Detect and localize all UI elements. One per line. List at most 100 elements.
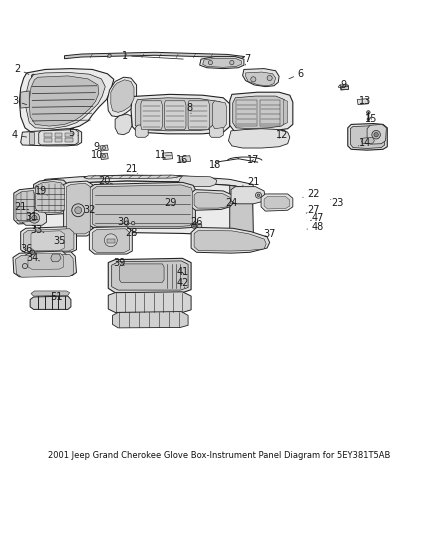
Polygon shape: [230, 185, 253, 236]
Polygon shape: [209, 124, 223, 138]
Text: 21: 21: [243, 177, 260, 188]
Polygon shape: [107, 77, 137, 117]
Polygon shape: [29, 132, 35, 144]
Text: 47: 47: [311, 213, 324, 223]
Polygon shape: [44, 138, 52, 142]
Polygon shape: [212, 101, 227, 128]
Polygon shape: [350, 126, 385, 148]
Circle shape: [22, 263, 28, 269]
Text: 2: 2: [14, 63, 29, 75]
Polygon shape: [108, 292, 191, 312]
Circle shape: [193, 224, 195, 227]
Text: 28: 28: [125, 228, 137, 238]
Text: 37: 37: [264, 229, 276, 239]
Polygon shape: [135, 98, 226, 131]
Text: 48: 48: [307, 222, 324, 231]
Polygon shape: [260, 100, 280, 126]
Text: 14: 14: [358, 138, 371, 148]
Polygon shape: [203, 58, 241, 67]
Polygon shape: [29, 76, 99, 126]
Text: 33: 33: [31, 224, 44, 235]
Text: 41: 41: [177, 268, 189, 278]
Polygon shape: [22, 210, 46, 225]
Polygon shape: [106, 239, 115, 243]
Polygon shape: [51, 254, 61, 262]
Circle shape: [372, 131, 380, 139]
Polygon shape: [35, 182, 64, 213]
Polygon shape: [21, 227, 77, 253]
Text: 2001 Jeep Grand Cherokee Glove Box-Instrument Panel Diagram for 5EY381T5AB: 2001 Jeep Grand Cherokee Glove Box-Instr…: [48, 451, 390, 461]
Polygon shape: [65, 132, 71, 144]
Polygon shape: [340, 85, 349, 90]
Polygon shape: [19, 69, 114, 132]
Text: 15: 15: [365, 114, 378, 124]
Text: 12: 12: [276, 130, 289, 140]
Text: 9: 9: [94, 142, 101, 152]
Circle shape: [230, 60, 234, 64]
Text: 1: 1: [121, 51, 183, 61]
Polygon shape: [165, 101, 186, 130]
Polygon shape: [264, 197, 290, 209]
Text: 5: 5: [68, 128, 78, 138]
Text: 8: 8: [186, 103, 192, 114]
Polygon shape: [341, 86, 348, 89]
Polygon shape: [39, 130, 78, 145]
Text: 30: 30: [117, 217, 130, 227]
Text: 11: 11: [155, 150, 167, 160]
Polygon shape: [92, 229, 130, 252]
Polygon shape: [41, 132, 46, 144]
Circle shape: [29, 213, 39, 223]
Polygon shape: [194, 192, 231, 208]
Polygon shape: [113, 312, 188, 328]
Polygon shape: [236, 100, 257, 126]
Polygon shape: [188, 101, 209, 130]
Text: 21: 21: [14, 202, 29, 212]
Circle shape: [124, 221, 129, 225]
Text: 23: 23: [331, 198, 343, 207]
Text: 27: 27: [306, 205, 320, 215]
Text: 32: 32: [83, 205, 95, 215]
Polygon shape: [44, 133, 52, 137]
Polygon shape: [21, 91, 29, 108]
Polygon shape: [35, 181, 252, 236]
Polygon shape: [180, 156, 191, 162]
Polygon shape: [53, 132, 58, 144]
Text: 4: 4: [12, 130, 27, 140]
Circle shape: [30, 250, 35, 254]
Polygon shape: [16, 190, 35, 222]
Polygon shape: [141, 101, 162, 130]
Text: 35: 35: [53, 236, 66, 246]
Polygon shape: [13, 252, 77, 277]
Circle shape: [32, 252, 33, 253]
Polygon shape: [64, 52, 245, 59]
Polygon shape: [84, 175, 183, 179]
Circle shape: [75, 207, 81, 214]
Polygon shape: [25, 251, 67, 271]
Text: 3: 3: [12, 96, 27, 106]
Text: 13: 13: [359, 96, 371, 106]
Polygon shape: [30, 296, 71, 309]
Text: 36: 36: [21, 244, 33, 254]
Circle shape: [374, 133, 378, 137]
Circle shape: [208, 60, 212, 64]
Polygon shape: [348, 124, 387, 150]
Circle shape: [102, 146, 106, 150]
Text: 18: 18: [208, 160, 221, 169]
Polygon shape: [15, 254, 74, 277]
Circle shape: [257, 194, 260, 197]
Circle shape: [131, 221, 135, 225]
Polygon shape: [162, 152, 173, 159]
Polygon shape: [231, 187, 265, 204]
Polygon shape: [21, 128, 81, 146]
Text: 24: 24: [225, 198, 237, 207]
Text: 20: 20: [98, 176, 113, 186]
Polygon shape: [191, 228, 270, 253]
Circle shape: [102, 155, 106, 158]
Text: 42: 42: [177, 278, 189, 288]
Circle shape: [367, 118, 370, 120]
Polygon shape: [31, 291, 70, 296]
Text: 19: 19: [35, 187, 47, 196]
Polygon shape: [65, 133, 73, 137]
Text: 26: 26: [191, 217, 203, 227]
Polygon shape: [178, 176, 217, 187]
